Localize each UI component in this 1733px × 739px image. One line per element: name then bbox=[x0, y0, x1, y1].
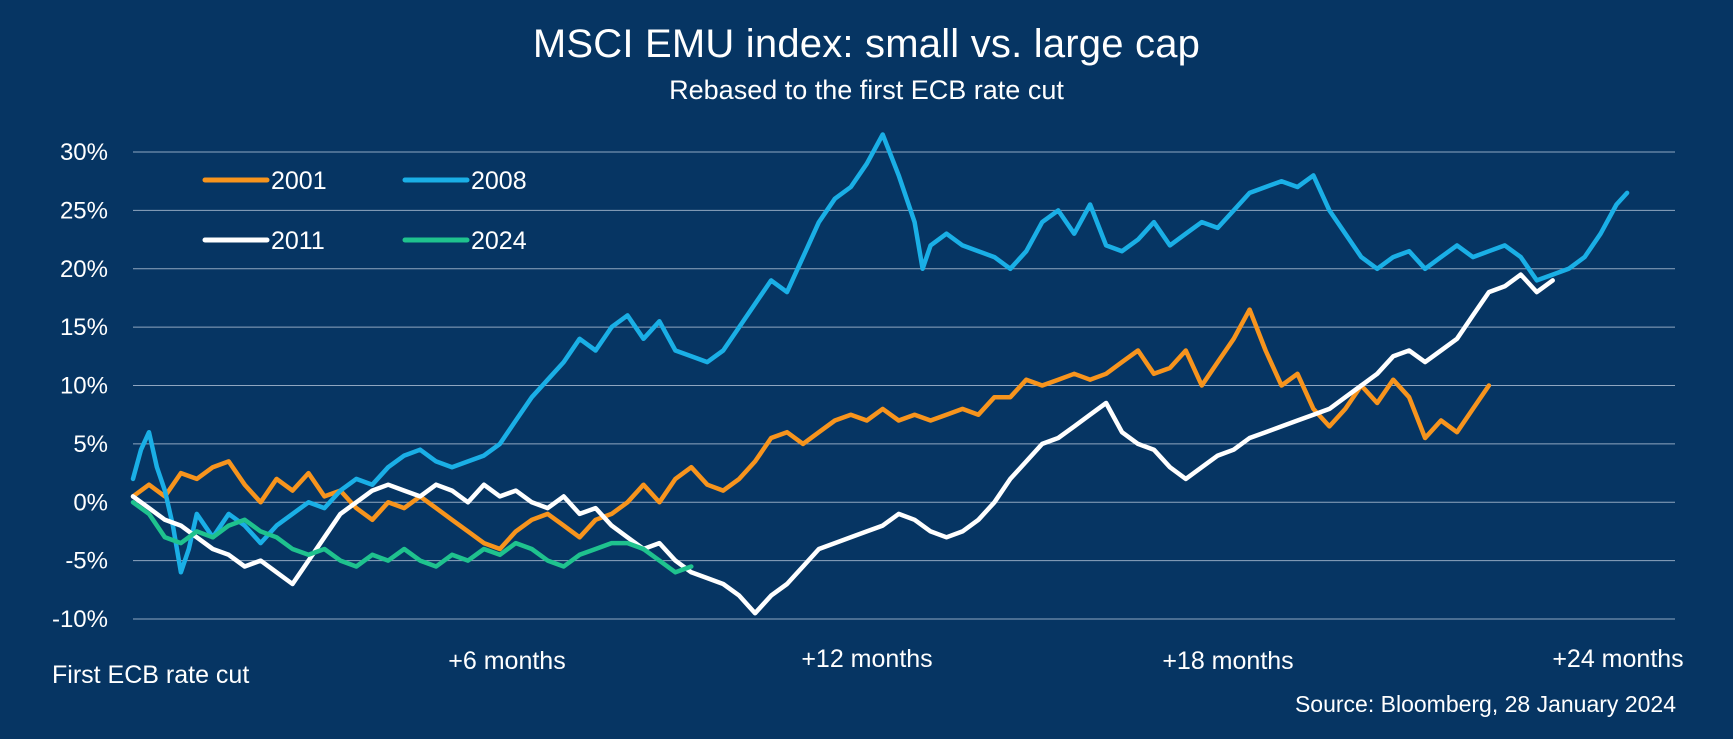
series-line-2024 bbox=[130, 500, 694, 575]
series-line-2011 bbox=[130, 272, 1555, 616]
chart-subtitle: Rebased to the first ECB rate cut bbox=[669, 75, 1064, 105]
y-tick-label: 10% bbox=[60, 373, 108, 400]
legend-label-2011: 2011 bbox=[271, 227, 325, 255]
x-tick-label: First ECB rate cut bbox=[52, 661, 249, 689]
series-line-2001 bbox=[130, 307, 1492, 552]
y-tick-label: -5% bbox=[65, 548, 108, 575]
y-tick-label: 25% bbox=[60, 197, 108, 224]
series-line-2008 bbox=[130, 132, 1630, 575]
y-tick-label: 30% bbox=[60, 139, 108, 166]
x-tick-label: +24 months bbox=[1552, 645, 1683, 673]
legend-label-2024: 2024 bbox=[471, 227, 527, 255]
legend-label-2001: 2001 bbox=[271, 167, 327, 195]
series-lines bbox=[130, 132, 1630, 616]
y-axis-ticks: 30% 25% 20% 15% 10% 5% 0% -5% -10% bbox=[52, 139, 108, 633]
x-tick-label: +6 months bbox=[448, 647, 565, 675]
legend: 2001 2008 2011 2024 bbox=[202, 167, 527, 255]
chart-title: MSCI EMU index: small vs. large cap bbox=[532, 22, 1201, 66]
x-axis-ticks: First ECB rate cut +6 months +12 months +18… bbox=[52, 645, 1684, 689]
legend-label-2008: 2008 bbox=[471, 167, 527, 195]
y-tick-label: 0% bbox=[73, 489, 108, 516]
y-tick-label: 15% bbox=[60, 314, 108, 341]
gridlines bbox=[133, 151, 1675, 620]
y-tick-label: -10% bbox=[52, 606, 108, 633]
source-note: Source: Bloomberg, 28 January 2024 bbox=[1294, 691, 1676, 717]
y-tick-label: 20% bbox=[60, 256, 108, 283]
y-tick-label: 5% bbox=[73, 431, 108, 458]
x-tick-label: +18 months bbox=[1162, 647, 1293, 675]
x-tick-label: +12 months bbox=[801, 645, 932, 673]
